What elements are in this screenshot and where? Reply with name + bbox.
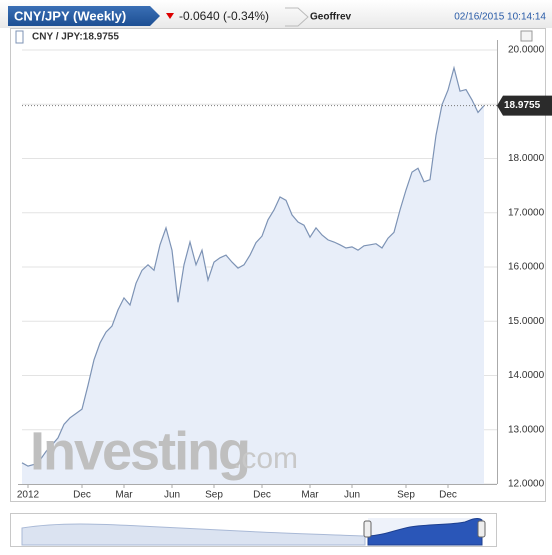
settings-button[interactable] bbox=[520, 30, 533, 42]
plot-area: 12.0000 13.0000 14.0000 15.0000 16.0000 17.00… bbox=[17, 40, 552, 501]
y-tick-label: 17.0000 bbox=[508, 207, 545, 218]
x-tick-label: Mar bbox=[301, 490, 319, 501]
legend-swatch bbox=[15, 30, 24, 44]
chart-title: CNY/JPY (Weekly) bbox=[14, 8, 126, 23]
x-tick-label: Sep bbox=[397, 490, 415, 501]
down-arrow bbox=[166, 13, 174, 19]
y-tick-label: 13.0000 bbox=[508, 424, 545, 435]
title-tab bbox=[8, 6, 160, 26]
navigator-handle-left[interactable] bbox=[363, 520, 372, 538]
price-line bbox=[21, 65, 485, 467]
y-tick-label: 20.0000 bbox=[508, 45, 545, 56]
x-tick-label: Dec bbox=[253, 490, 271, 501]
current-price-box bbox=[497, 95, 552, 116]
legend-label: CNY / JPY:18.9755 bbox=[32, 32, 119, 43]
x-tick-label: Mar bbox=[115, 490, 133, 501]
x-tick-label: Jun bbox=[344, 490, 360, 501]
area bbox=[22, 67, 484, 485]
y-tick-label: 12.0000 bbox=[508, 479, 545, 490]
y-tick-label: 14.0000 bbox=[508, 370, 545, 381]
y-tick-label: 16.0000 bbox=[508, 262, 545, 273]
navigator-selection bbox=[367, 518, 483, 546]
watermark-suffix: .com bbox=[233, 442, 298, 475]
navigator-handle-right[interactable] bbox=[477, 520, 486, 538]
x-tick-label: Sep bbox=[205, 490, 223, 501]
x-tick-label: Dec bbox=[73, 490, 91, 501]
user-name: Geoffrev bbox=[310, 12, 352, 23]
header-divider bbox=[285, 7, 309, 27]
x-tick-label: 2012 bbox=[17, 490, 40, 501]
y-tick-label: 18.0000 bbox=[508, 153, 545, 164]
navigator-history bbox=[21, 523, 366, 546]
timestamp: 02/16/2015 10:14:14 bbox=[454, 12, 546, 23]
current-price-label: 18.9755 bbox=[504, 100, 541, 111]
x-tick-label: Jun bbox=[164, 490, 180, 501]
watermark: Investing bbox=[30, 421, 249, 481]
y-tick-label: 15.0000 bbox=[508, 316, 545, 327]
change-text: -0.0640 (-0.34%) bbox=[179, 9, 269, 23]
x-tick-label: Dec bbox=[439, 490, 457, 501]
